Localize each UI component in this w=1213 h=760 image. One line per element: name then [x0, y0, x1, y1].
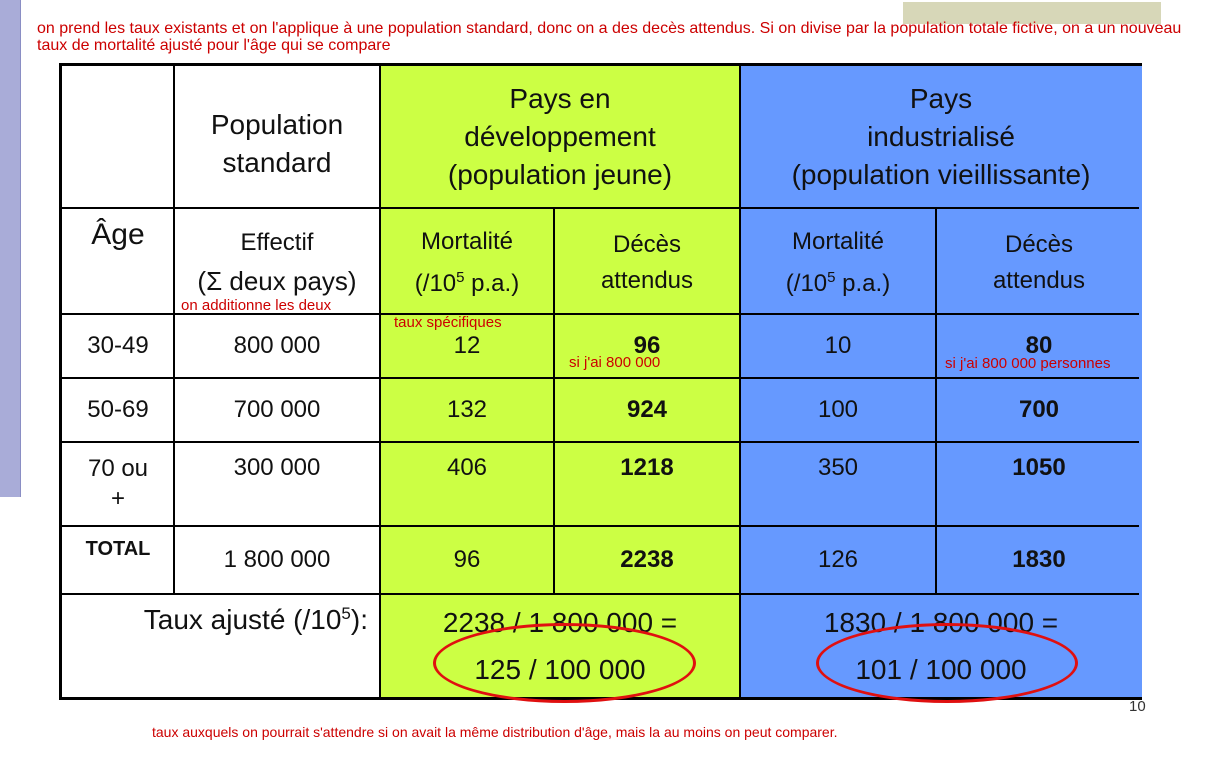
row1-dev-mortalite: 12: [453, 332, 481, 359]
grid-line: [739, 66, 741, 697]
grid-line: [553, 208, 555, 594]
ind-mortalite-label: Mortalité: [791, 228, 885, 255]
subheader-ind-deces: Décès attendus: [936, 208, 1142, 314]
row1-ind-mortalite: 10: [824, 332, 852, 359]
grid-line: [62, 525, 1139, 527]
ind-800k-annotation: si j'ai 800 000 personnes: [945, 355, 1111, 372]
grid-line: [173, 66, 175, 594]
row4-dev-deces: 2238: [620, 546, 674, 573]
row4-dev-mortalite: 96: [453, 546, 481, 573]
row1-ind-deces: 80: [1025, 332, 1053, 359]
ind-mortalite-unit: (/105 p.a.): [785, 269, 891, 297]
grid-line: [62, 207, 1139, 209]
subheader-dev-deces: Décès attendus: [554, 208, 740, 314]
ind-result-circle: [816, 623, 1078, 703]
mortality-table: Population standard Pays en développemen…: [59, 63, 1142, 700]
grid-line: [62, 313, 1139, 315]
ind-deces-sub-label: attendus: [992, 267, 1086, 294]
header-industrial-line2: industrialisé: [867, 121, 1015, 152]
row3-dev-deces: 1218: [620, 454, 674, 481]
row3-age: 70 ou +: [87, 455, 149, 512]
effectif-label: Effectif: [240, 229, 314, 256]
grid-line: [62, 593, 1139, 595]
dev-result-circle: [433, 623, 696, 703]
subheader-effectif: Effectif (Σ deux pays): [174, 208, 380, 314]
header-developing-line1: Pays en: [509, 83, 611, 114]
slide-top-decoration: [903, 2, 1161, 24]
ind-deces-label: Décès: [1004, 231, 1074, 258]
row4-ind-mortalite: 126: [817, 546, 859, 573]
row3-ind-mortalite: 350: [817, 454, 859, 481]
row2-ind-deces: 700: [1018, 396, 1060, 423]
row1-effectif: 800 000: [233, 332, 321, 359]
subheader-ind-mortalite: Mortalité (/105 p.a.): [740, 208, 936, 314]
row3-dev-mortalite: 406: [446, 454, 488, 481]
subheader-age: Âge: [91, 218, 145, 251]
page-number: 10: [1129, 698, 1146, 715]
grid-line: [379, 66, 381, 697]
bottom-annotation: taux auxquels on pourrait s'attendre si …: [152, 724, 838, 740]
row2-effectif: 700 000: [233, 396, 321, 423]
header-industrial-line1: Pays: [909, 83, 973, 114]
industrial-column-bg: [740, 66, 1142, 697]
developing-column-bg: [380, 66, 740, 697]
specific-rates-annotation: taux spécifiques: [394, 314, 502, 331]
row4-effectif: 1 800 000: [223, 546, 331, 573]
header-industrial: Pays industrialisé (population vieilliss…: [740, 66, 1142, 208]
dev-mortalite-label: Mortalité: [420, 228, 514, 255]
row2-dev-mortalite: 132: [446, 396, 488, 423]
header-standard: Population standard: [210, 109, 344, 178]
effectif-sub-label: (Σ deux pays): [197, 266, 357, 296]
sum-annotation: on additionne les deux: [181, 297, 332, 314]
row2-dev-deces: 924: [626, 396, 668, 423]
dev-800k-annotation: si j'ai 800 000: [569, 354, 661, 371]
header-developing-line2: développement: [464, 121, 656, 152]
header-developing-line3: (population jeune): [447, 159, 673, 190]
header-industrial-line3: (population vieillissante): [791, 159, 1091, 190]
row3-effectif: 300 000: [233, 454, 321, 481]
dev-deces-label: Décès: [612, 231, 682, 258]
row2-ind-mortalite: 100: [817, 396, 859, 423]
grid-line: [62, 441, 1139, 443]
row2-age: 50-69: [87, 396, 149, 423]
adjusted-label: Taux ajusté (/10 5):: [143, 604, 368, 635]
grid-line: [62, 377, 1139, 379]
grid-line: [935, 208, 937, 594]
row1-age: 30-49: [87, 332, 149, 359]
header-developing: Pays en développement (population jeune): [380, 66, 740, 208]
row4-age: TOTAL: [85, 538, 151, 560]
top-annotation: on prend les taux existants et on l'appl…: [37, 20, 1182, 54]
row3-ind-deces: 1050: [1012, 454, 1066, 481]
slide-left-decoration: [0, 0, 21, 497]
row1-dev-deces: 96: [633, 332, 661, 359]
dev-mortalite-unit: (/105 p.a.): [414, 269, 520, 297]
subheader-dev-mortalite: Mortalité (/105 p.a.): [380, 208, 554, 314]
dev-deces-sub-label: attendus: [600, 267, 694, 294]
row4-ind-deces: 1830: [1012, 546, 1066, 573]
